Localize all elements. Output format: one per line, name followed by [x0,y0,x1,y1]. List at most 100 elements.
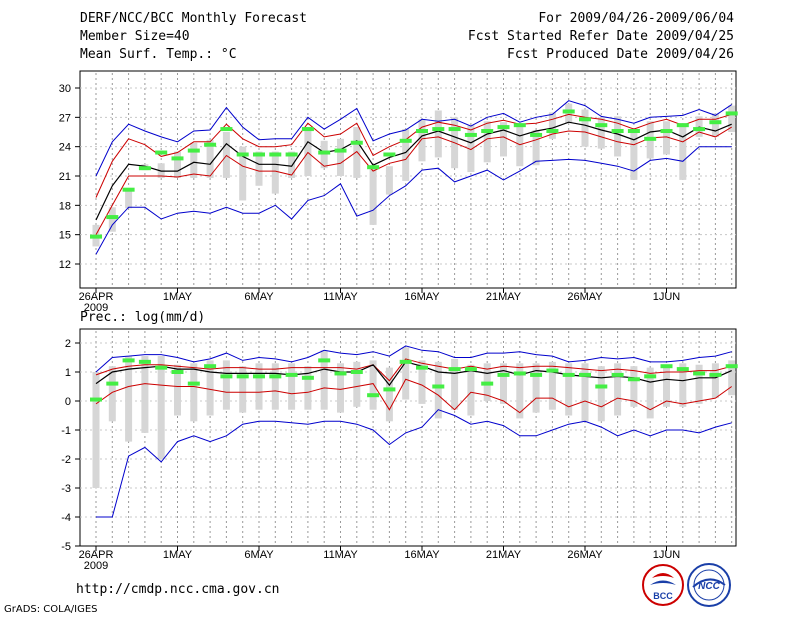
observed-marker [383,387,396,392]
observed-marker [513,371,526,376]
range-bar [679,123,687,180]
observed-marker [448,127,461,132]
observed-marker [204,142,217,147]
observed-marker [204,364,217,369]
forecast-period: For 2009/04/26-2009/06/04 [538,11,734,26]
range-bar [385,367,393,422]
x-tick-label: 6MAY [244,549,274,561]
range-bar [402,347,410,400]
y-tick-label: 0 [65,396,71,408]
observed-marker [481,129,494,134]
svg-text:NCC: NCC [698,581,720,592]
observed-marker [725,111,738,116]
range-bar [239,146,247,201]
range-bar [222,360,230,410]
observed-marker [562,372,575,377]
observed-marker [367,393,380,398]
x-tick-label: 2009 [84,560,108,572]
observed-marker [660,129,673,134]
observed-marker [253,374,265,379]
svg-text:BCC: BCC [653,591,673,601]
observed-marker [90,397,102,402]
range-bar [728,105,736,132]
y-tick-label: 27 [59,112,71,124]
range-bar [271,363,279,410]
observed-marker [155,150,168,155]
y-tick-label: 18 [59,200,71,212]
observed-marker [579,372,591,377]
observed-marker [481,381,494,386]
y-tick-label: -5 [61,541,71,553]
x-tick-label: 11MAY [323,549,358,561]
observed-marker [399,138,412,143]
observed-marker [725,364,738,369]
range-bar [304,127,312,176]
range-bar [679,363,687,407]
spread-upper-line [95,113,732,198]
envelope-lower-line [95,146,732,255]
spread-lower-line [95,378,732,414]
observed-marker [627,129,640,134]
observed-marker [106,215,119,220]
observed-marker [627,377,640,382]
range-bar [581,363,589,422]
observed-marker [546,368,559,373]
observed-marker [693,127,706,132]
range-bar [516,363,524,419]
range-bar [434,361,442,419]
observed-marker [399,359,412,364]
observed-marker [301,127,314,132]
source-url[interactable]: http://cmdp.ncc.cma.gov.cn [76,582,280,597]
observed-marker [676,367,689,372]
range-bar [614,116,622,157]
range-bar [174,151,181,178]
range-bar [92,372,100,488]
observed-marker [90,234,102,239]
observed-marker [155,365,168,370]
observed-marker [318,358,331,363]
range-bar [663,364,670,407]
range-bar [288,151,296,178]
range-bar [174,364,181,416]
observed-marker [464,367,477,372]
envelope-lower-line [96,409,732,518]
range-bar [304,366,312,410]
observed-marker [236,152,249,157]
observed-marker [350,370,363,374]
range-bar [190,142,198,178]
range-bar [369,168,377,225]
observed-marker [269,374,282,379]
range-bar [581,109,589,147]
x-tick-label: 1MAY [163,549,193,561]
precip-panel-title: Prec.: log(mm/d) [80,310,206,325]
x-tick-label: 26APR [79,291,114,303]
x-tick-label: 16MAY [404,291,440,303]
y-tick-label: -4 [61,512,71,524]
observed-marker [595,123,608,128]
ensemble-mean-line [95,361,732,387]
x-tick-label: 26MAY [567,291,603,303]
y-tick-label: 24 [59,142,71,154]
x-tick-label: 11MAY [323,291,358,303]
range-bar [548,361,556,410]
x-tick-label: 21MAY [486,291,522,303]
range-bar [108,366,116,422]
observed-marker [367,165,380,170]
y-tick-label: 1 [65,367,71,379]
observed-marker [416,365,428,370]
range-bar [483,121,491,163]
range-bar [385,166,393,195]
range-bar [711,113,719,137]
observed-marker [611,372,624,377]
range-bar [402,129,410,181]
observed-marker [334,371,347,376]
y-tick-label: 2 [65,338,71,350]
observed-marker [709,120,722,125]
x-tick-label: 1JUN [653,291,681,303]
observed-marker [709,372,722,377]
start-reference-date: Fcst Started Refer Date 2009/04/25 [467,29,734,44]
range-bar [646,367,654,419]
observed-marker [432,384,445,389]
x-tick-label: 26APR [79,549,114,561]
